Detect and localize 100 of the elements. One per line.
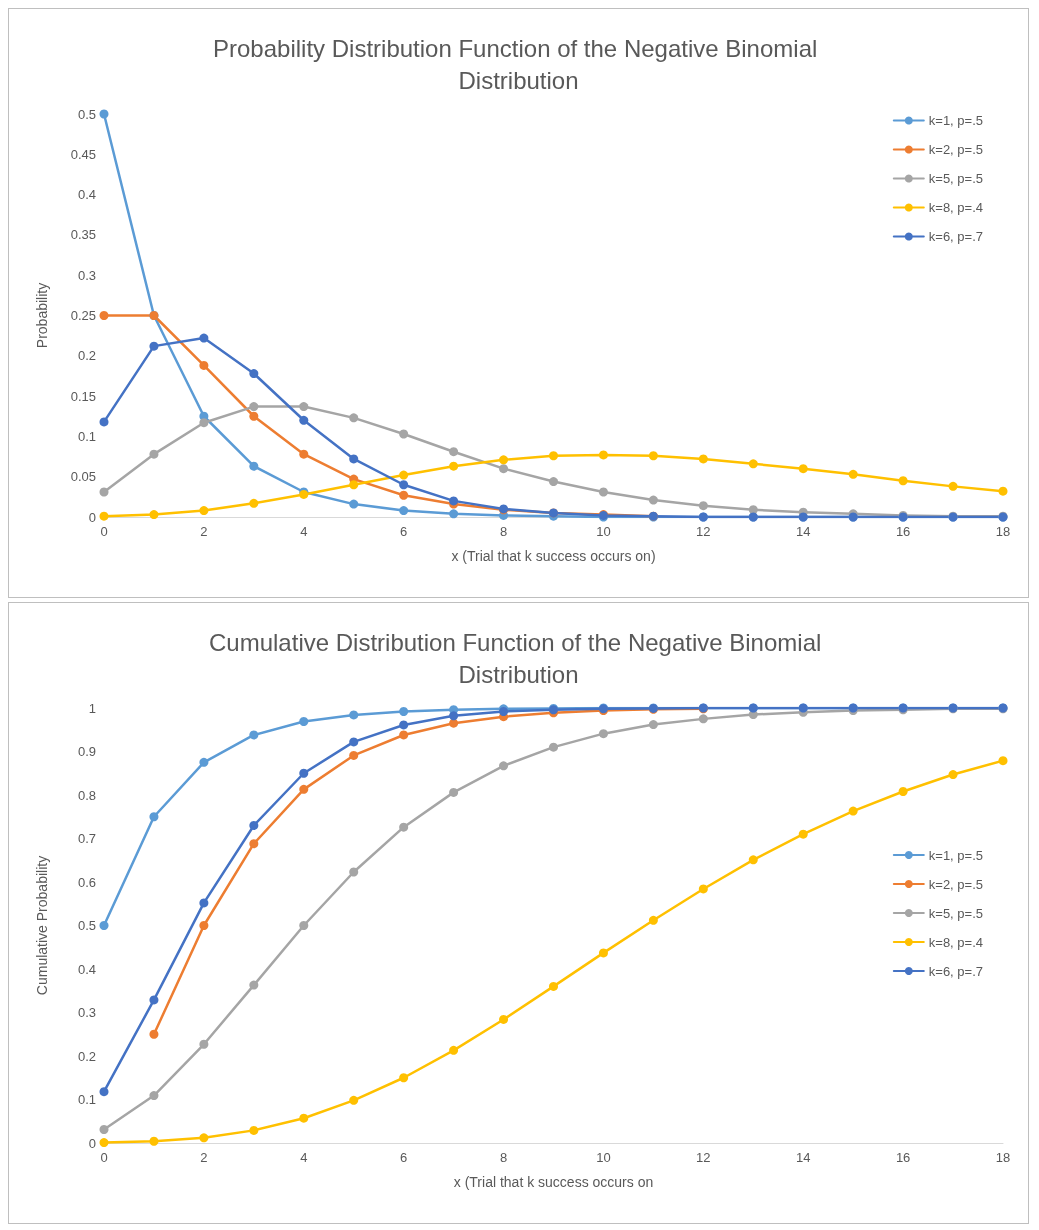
point	[748, 459, 758, 469]
point	[99, 1087, 109, 1097]
point	[299, 784, 309, 794]
point	[898, 787, 908, 797]
point	[499, 464, 509, 474]
point	[149, 449, 159, 459]
y-tick-label: 0.05	[70, 469, 96, 485]
point	[199, 333, 209, 343]
point	[349, 737, 359, 747]
legend-label: k=8, p=.4	[928, 200, 984, 215]
x-tick-label: 14	[795, 1150, 811, 1165]
x-tick-label: 4	[300, 524, 308, 539]
y-tick-label: 0.2	[77, 348, 96, 364]
point	[399, 720, 409, 730]
point	[99, 311, 109, 320]
point	[349, 1095, 359, 1105]
point	[299, 716, 309, 726]
legend-label: k=2, p=.5	[928, 142, 984, 157]
legend-label: k=5, p=.5	[928, 905, 984, 921]
x-tick-label: 14	[795, 524, 811, 539]
point	[698, 501, 708, 511]
point	[249, 1125, 259, 1135]
x-tick-label: 2	[200, 524, 208, 539]
point	[399, 822, 409, 832]
point	[648, 495, 658, 505]
y-tick-label: 0.15	[70, 388, 96, 404]
x-tick-label: 2	[200, 1150, 208, 1165]
point	[399, 480, 409, 490]
point	[199, 360, 209, 370]
y-tick-label: 0.5	[77, 918, 96, 933]
point	[998, 756, 1008, 766]
x-tick-label: 10	[596, 524, 611, 539]
chart-title: Probability Distribution Function of the Negative Binomial Distribution	[213, 34, 824, 94]
y-axis-title: Probability	[34, 282, 50, 349]
point	[249, 461, 259, 471]
point	[549, 477, 558, 487]
legend-label: k=8, p=.4	[928, 934, 984, 950]
y-axis-title: Cumulative Probability	[34, 855, 50, 996]
point	[648, 915, 658, 925]
point	[249, 839, 259, 849]
point	[349, 710, 359, 720]
y-tick-label: 0.3	[77, 267, 96, 283]
point	[199, 1133, 209, 1143]
point	[748, 505, 758, 515]
point	[549, 451, 558, 461]
x-tick-label: 6	[400, 524, 408, 539]
x-tick-label: 6	[400, 1150, 408, 1165]
point	[449, 447, 459, 457]
point	[199, 506, 209, 516]
point	[598, 487, 608, 497]
y-tick-label: 0.1	[77, 428, 96, 444]
point	[149, 510, 159, 520]
y-tick-label: 0	[88, 509, 96, 525]
x-tick-label: 18	[995, 524, 1011, 539]
point	[199, 898, 209, 908]
legend-label: k=1, p=.5	[928, 847, 984, 863]
point	[349, 867, 359, 877]
point	[299, 1113, 309, 1123]
point	[449, 461, 459, 471]
chart-title: Cumulative Distribution Function of the Negative Binomial Distribution	[209, 628, 828, 688]
y-tick-label: 0.7	[77, 831, 96, 846]
point	[648, 451, 658, 461]
legend-label: k=6, p=.7	[928, 963, 984, 979]
y-tick-label: 0.25	[70, 308, 96, 323]
point	[598, 450, 608, 460]
point	[299, 402, 309, 412]
point	[199, 757, 209, 767]
y-tick-label: 0.8	[77, 787, 96, 803]
point	[449, 787, 459, 797]
point	[549, 742, 558, 752]
y-tick-label: 0.35	[70, 227, 96, 243]
y-tick-label: 0.3	[77, 1005, 96, 1020]
point	[698, 884, 708, 894]
point	[399, 730, 409, 740]
point	[499, 1014, 509, 1024]
point	[798, 829, 808, 839]
point	[99, 109, 109, 119]
y-tick-label: 0	[88, 1135, 96, 1151]
point	[449, 1045, 459, 1055]
x-axis-title: x (Trial that k success occurs on	[453, 1174, 654, 1190]
legend-label: k=6, p=.7	[928, 229, 984, 244]
point	[399, 1073, 409, 1083]
point	[199, 921, 209, 930]
y-tick-label: 0.2	[77, 1048, 96, 1064]
point	[449, 509, 459, 519]
y-tick-label: 0.4	[77, 187, 96, 203]
point	[399, 490, 409, 500]
point	[848, 469, 858, 479]
point	[499, 761, 509, 771]
point	[948, 481, 958, 491]
x-tick-label: 12	[696, 524, 711, 539]
point	[299, 921, 309, 930]
point	[399, 470, 409, 480]
legend-label: k=2, p=.5	[928, 876, 984, 892]
point	[249, 369, 259, 379]
x-tick-label: 0	[100, 524, 108, 539]
point	[349, 454, 359, 464]
point	[299, 449, 309, 459]
point	[149, 995, 159, 1005]
point	[99, 921, 109, 930]
